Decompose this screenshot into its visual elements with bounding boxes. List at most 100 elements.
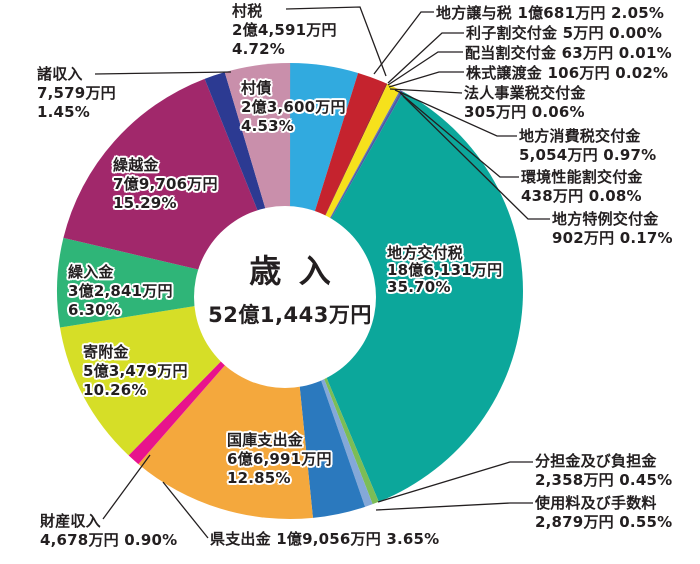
slice-amount: 5万円 (562, 24, 604, 42)
pie-slice (56, 237, 291, 328)
leader-line (375, 502, 533, 511)
slice-label: 地方譲与税 1億681万円 2.05% (436, 4, 664, 23)
leader-line (102, 454, 151, 520)
slice-name: 村債 (241, 79, 272, 97)
slice-percent: 1.45% (37, 103, 91, 121)
slice-percent: 10.26% (83, 381, 147, 399)
slice-percent: 0.90% (124, 531, 178, 549)
slice-name: 県支出金 (210, 530, 271, 548)
slice-name: 国庫支出金 (227, 431, 304, 449)
leader-line (394, 89, 517, 137)
leader-line (162, 481, 209, 539)
leader-line (387, 51, 463, 86)
slice-name: 繰入金 (68, 263, 114, 281)
slice-amount: 2,879万円 (535, 513, 614, 531)
leader-line (94, 71, 232, 75)
slice-label: 利子割交付金 5万円 0.00% (466, 24, 662, 43)
leader-line (373, 11, 434, 75)
slice-amount: 4,678万円 (40, 531, 119, 549)
slice-name: 繰越金 (113, 156, 159, 174)
slice-label: 配当割交付金 63万円 0.01% (465, 44, 672, 63)
slice-label: 地方消費税交付金 5,054万円 0.97% (519, 127, 656, 165)
slice-amount: 7億9,706万円 (113, 175, 218, 193)
slice-label: 財産収入 4,678万円 0.90% (40, 512, 177, 550)
slice-percent: 15.29% (113, 194, 177, 212)
slice-label: 株式譲渡金 106万円 0.02% (466, 64, 668, 83)
slice-percent: 0.45% (619, 471, 673, 489)
slice-amount: 1億681万円 (517, 4, 606, 22)
slice-name: 村税 (232, 2, 263, 20)
leader-line (388, 71, 464, 88)
leader-line (387, 32, 464, 84)
slice-percent: 35.70% (387, 278, 451, 296)
chart-total: 52億1,443万円 (208, 303, 372, 327)
slice-percent: 4.72% (232, 40, 286, 58)
slice-label: 法人事業税交付金 305万円 0.06% (464, 84, 586, 122)
leader-line (389, 88, 463, 94)
slice-name: 財産収入 (40, 512, 101, 530)
leader-line (402, 95, 550, 220)
slice-label: 地方交付税 18億6,131万円 35.70% (387, 245, 502, 296)
slice-label: 使用料及び手数料 2,879万円 0.55% (535, 494, 672, 532)
slice-name: 株式譲渡金 (466, 64, 543, 82)
slice-amount: 106万円 (547, 64, 610, 82)
slice-amount: 18億6,131万円 (387, 261, 503, 279)
slice-percent: 4.53% (241, 117, 295, 135)
slice-percent: 0.97% (603, 146, 657, 164)
slice-name: 使用料及び手数料 (535, 494, 657, 512)
slice-amount: 2億4,591万円 (232, 21, 337, 39)
center-label: 歳入 52億1,443万円 (140, 246, 440, 329)
slice-label: 分担金及び負担金 2,358万円 0.45% (535, 452, 672, 490)
slice-percent: 2.05% (611, 4, 665, 22)
leader-line (285, 6, 387, 77)
slice-name: 法人事業税交付金 (464, 84, 586, 102)
slice-amount: 438万円 (521, 187, 584, 205)
slice-name: 地方譲与税 (436, 4, 513, 22)
slice-name: 配当割交付金 (465, 44, 557, 62)
slice-label: 環境性能割交付金 438万円 0.08% (521, 168, 643, 206)
slice-percent: 0.06% (531, 103, 585, 121)
pie-slice (290, 91, 523, 502)
slice-percent: 0.01% (618, 44, 672, 62)
slice-name: 分担金及び負担金 (535, 452, 657, 470)
slice-label: 繰越金 7億9,706万円 15.29% (113, 156, 218, 213)
slice-name: 環境性能割交付金 (521, 168, 643, 186)
slice-amount: 305万円 (464, 103, 527, 121)
slice-amount: 1億9,056万円 (276, 530, 381, 548)
slice-label: 繰入金 3億2,841万円 6.30% (68, 263, 173, 320)
leader-line (377, 461, 533, 503)
slice-label: 県支出金 1億9,056万円 3.65% (210, 530, 439, 549)
slice-name: 地方特例交付金 (552, 210, 659, 228)
slice-amount: 7,579万円 (37, 84, 116, 102)
slice-label: 諸収入 7,579万円 1.45% (37, 65, 116, 122)
slice-percent: 0.08% (588, 187, 642, 205)
slice-amount: 3億2,841万円 (68, 282, 173, 300)
slice-percent: 0.00% (609, 24, 663, 42)
slice-percent: 3.65% (386, 530, 440, 548)
slice-amount: 2,358万円 (535, 471, 614, 489)
slice-name: 利子割交付金 (466, 24, 558, 42)
slice-percent: 0.17% (619, 229, 673, 247)
slice-amount: 2億3,600万円 (241, 98, 346, 116)
slice-name: 諸収入 (37, 65, 83, 83)
slice-percent: 0.55% (619, 513, 673, 531)
slice-name: 寄附金 (83, 343, 129, 361)
slice-amount: 63万円 (561, 44, 614, 62)
slice-label: 国庫支出金 6億6,991万円 12.85% (227, 431, 332, 488)
slice-amount: 5億3,479万円 (83, 362, 188, 380)
leader-line (399, 92, 519, 178)
slice-label: 寄附金 5億3,479万円 10.26% (83, 343, 188, 400)
chart-title: 歳入 (249, 252, 349, 290)
slice-amount: 5,054万円 (519, 146, 598, 164)
slice-amount: 6億6,991万円 (227, 450, 332, 468)
slice-label: 地方特例交付金 902万円 0.17% (552, 210, 673, 248)
slice-percent: 12.85% (227, 469, 291, 487)
slice-amount: 902万円 (552, 229, 615, 247)
slice-percent: 0.02% (615, 64, 669, 82)
slice-name: 地方交付税 (387, 244, 464, 262)
slice-name: 地方消費税交付金 (519, 127, 641, 145)
slice-label: 村税 2億4,591万円 4.72% (232, 2, 337, 59)
slice-percent: 6.30% (68, 301, 122, 319)
